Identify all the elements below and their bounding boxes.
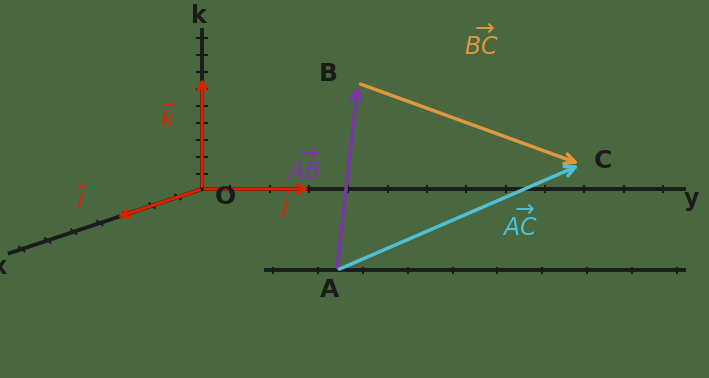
Text: C: C — [594, 149, 613, 173]
Text: x: x — [0, 255, 6, 279]
Text: B: B — [319, 62, 338, 86]
Text: y: y — [683, 187, 699, 211]
Text: $\vec{i}$: $\vec{i}$ — [74, 186, 86, 212]
Text: $\overrightarrow{AB}$: $\overrightarrow{AB}$ — [287, 150, 321, 186]
Text: $\overrightarrow{AC}$: $\overrightarrow{AC}$ — [502, 206, 537, 241]
Text: O: O — [215, 185, 236, 209]
Text: $\vec{k}$: $\vec{k}$ — [160, 104, 175, 131]
Text: k: k — [191, 5, 206, 28]
Text: A: A — [320, 278, 340, 302]
Text: $\vec{j}$: $\vec{j}$ — [279, 188, 292, 220]
Text: $\overrightarrow{BC}$: $\overrightarrow{BC}$ — [464, 25, 499, 60]
